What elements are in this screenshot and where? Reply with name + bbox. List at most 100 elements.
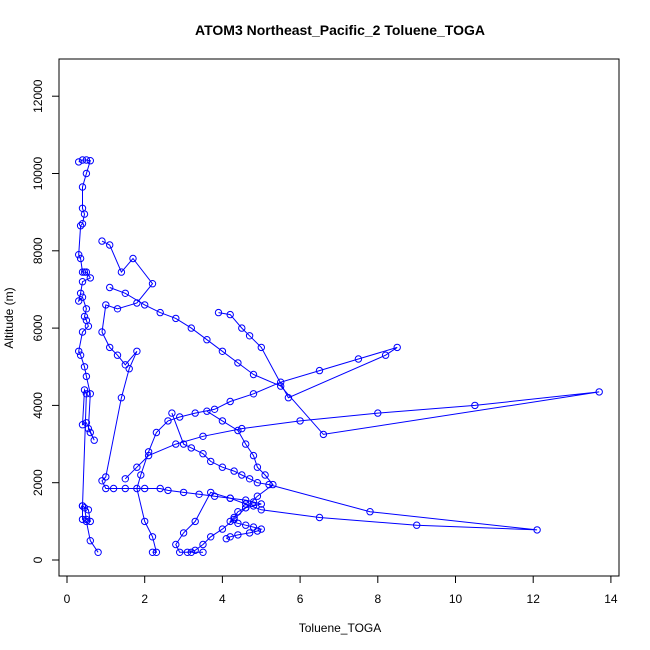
data-point <box>75 158 83 166</box>
data-point <box>82 156 91 164</box>
data-point <box>533 526 541 534</box>
data-point <box>230 515 238 524</box>
data-point <box>315 513 324 522</box>
data-point <box>82 305 91 313</box>
data-point <box>82 268 91 276</box>
data-point <box>249 451 258 460</box>
data-point <box>172 314 180 323</box>
data-point <box>90 436 98 444</box>
series-2 <box>98 237 265 543</box>
data-point <box>257 525 265 533</box>
y-axis: 0 2000 4000 6000 8000 10000 12000 <box>31 79 60 563</box>
data-point <box>102 301 110 309</box>
data-point <box>148 548 157 556</box>
data-point <box>249 523 258 531</box>
data-point <box>86 517 95 526</box>
x-tick-label: 2 <box>141 592 148 606</box>
data-point <box>141 517 149 526</box>
y-tick-label: 8000 <box>31 237 45 264</box>
y-tick-label: 4000 <box>31 392 45 419</box>
data-point <box>191 409 199 417</box>
data-point <box>176 548 184 556</box>
data-point <box>78 268 87 276</box>
data-point <box>82 419 91 427</box>
data-point <box>82 372 91 381</box>
data-point <box>245 332 254 340</box>
data-point <box>269 480 277 489</box>
data-point <box>234 519 242 527</box>
data-point <box>94 548 102 556</box>
data-point <box>172 540 180 549</box>
data-point <box>98 477 106 485</box>
data-point <box>238 324 246 332</box>
data-point <box>121 361 130 369</box>
data-point <box>156 308 164 317</box>
data-point <box>133 484 141 493</box>
data-point <box>82 390 91 398</box>
series-1 <box>75 156 102 556</box>
data-point <box>242 504 250 512</box>
data-point <box>354 355 363 363</box>
data-point <box>164 417 172 425</box>
data-point <box>82 169 91 178</box>
series-line <box>136 312 398 553</box>
data-point <box>106 241 114 249</box>
data-point <box>315 366 324 375</box>
data-point <box>148 533 157 541</box>
data-point <box>86 428 95 437</box>
data-point <box>152 428 161 437</box>
data-point <box>78 293 87 301</box>
data-point <box>106 283 114 292</box>
series-4 <box>106 283 603 483</box>
data-point <box>78 183 87 191</box>
data-point <box>80 363 89 371</box>
data-point <box>191 546 199 554</box>
data-point <box>76 254 85 263</box>
data-point <box>226 397 234 406</box>
data-point <box>187 324 196 332</box>
data-point <box>84 506 93 514</box>
data-point <box>80 312 89 321</box>
data-point <box>218 525 227 533</box>
x-axis-label: Toluene_TOGA <box>299 621 382 635</box>
data-point <box>253 527 262 535</box>
data-point <box>207 457 215 466</box>
data-point <box>238 471 246 479</box>
data-point <box>207 533 215 541</box>
data-point <box>381 351 390 359</box>
x-tick-label: 10 <box>449 592 463 606</box>
data-point <box>207 488 215 497</box>
series-line <box>101 240 263 540</box>
data-point <box>117 394 126 402</box>
data-point <box>374 409 382 417</box>
data-point <box>226 533 234 541</box>
data-point <box>179 440 188 448</box>
data-point <box>78 328 87 336</box>
data-point <box>133 463 141 471</box>
data-point <box>86 537 95 545</box>
series-5 <box>168 409 541 556</box>
data-point <box>191 517 199 526</box>
data-point <box>86 390 95 398</box>
data-point <box>78 156 87 164</box>
series-line <box>171 412 538 553</box>
data-point <box>102 473 110 481</box>
data-point <box>121 289 130 297</box>
data-point <box>393 343 401 352</box>
y-tick-label: 12000 <box>31 79 45 113</box>
data-point <box>76 289 85 297</box>
data-point <box>413 521 421 529</box>
data-point <box>109 484 118 493</box>
data-point <box>133 347 141 355</box>
x-tick-label: 14 <box>604 592 618 606</box>
data-point <box>226 494 234 502</box>
data-point <box>249 370 258 379</box>
data-point <box>319 430 328 439</box>
data-point <box>218 417 227 425</box>
data-point <box>253 479 262 487</box>
y-tick-label: 10000 <box>31 156 45 190</box>
data-point <box>242 440 250 448</box>
data-point <box>172 440 180 448</box>
series-line <box>187 410 274 553</box>
data-point <box>179 529 188 537</box>
